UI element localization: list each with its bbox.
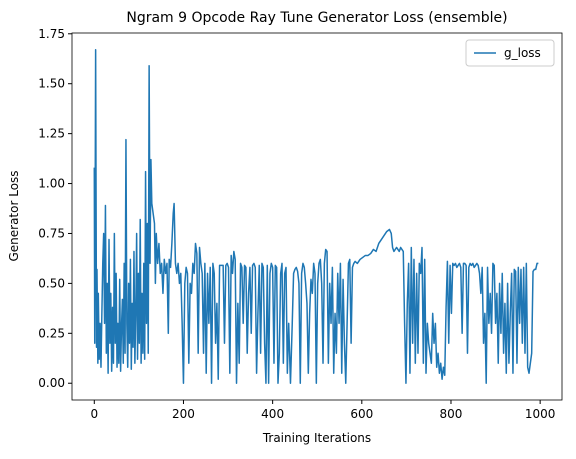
y-tick-label: 0.00 (38, 376, 65, 390)
y-tick-label: 1.00 (38, 177, 65, 191)
x-axis-label: Training Iterations (262, 431, 371, 445)
x-tick-label: 1000 (525, 407, 556, 421)
y-tick-label: 1.25 (38, 127, 65, 141)
plot-frame (71, 32, 563, 401)
y-tick-label: 0.75 (38, 226, 65, 240)
y-tick-label: 1.75 (38, 27, 65, 41)
y-tick-label: 0.25 (38, 326, 65, 340)
x-tick-label: 200 (172, 407, 195, 421)
legend-label: g_loss (504, 46, 541, 60)
chart-title: Ngram 9 Opcode Ray Tune Generator Loss (… (126, 10, 507, 26)
line (93, 49, 539, 384)
y-axis-label: Generator Loss (7, 170, 21, 261)
x-tick-label: 0 (90, 407, 98, 421)
x-tick-label: 800 (440, 407, 463, 421)
y-tick-label: 1.50 (38, 77, 65, 91)
x-tick-label: 400 (261, 407, 284, 421)
y-tick-label: 0.50 (38, 276, 65, 290)
legend-box (465, 39, 555, 67)
x-tick-label: 600 (350, 407, 373, 421)
